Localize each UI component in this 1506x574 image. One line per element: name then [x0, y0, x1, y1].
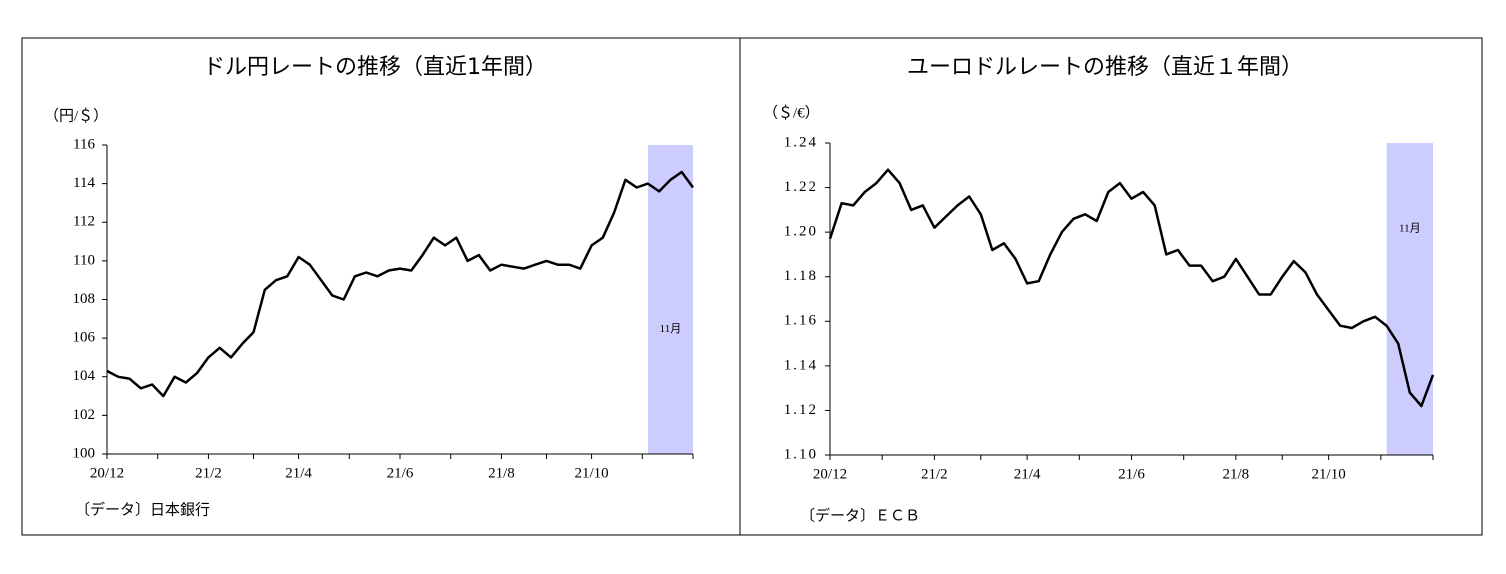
- source-note: 〔データ〕ＥＣＢ: [800, 506, 920, 524]
- y-axis-label: （円/＄）: [44, 107, 108, 124]
- x-tick-label: 21/2: [195, 465, 222, 481]
- x-tick-label: 21/2: [921, 466, 948, 482]
- chart-title: ユーロドルレートの推移（直近１年間）: [907, 55, 1303, 80]
- y-tick-label: 104: [73, 368, 96, 384]
- x-tick-label: 21/8: [488, 465, 515, 481]
- y-tick-label: 110: [73, 252, 95, 268]
- highlight-band: [647, 145, 693, 454]
- y-tick-label: 100: [73, 445, 96, 461]
- y-tick-label: 114: [73, 175, 95, 191]
- y-tick-label: 1.16: [784, 313, 818, 329]
- x-tick-label: 20/12: [90, 465, 124, 481]
- y-tick-label: 1.12: [784, 402, 818, 418]
- x-tick-label: 20/12: [813, 466, 847, 482]
- highlight-label: 11月: [1399, 223, 1421, 235]
- highlight-band: [1386, 143, 1433, 455]
- x-tick-label: 21/4: [1014, 466, 1041, 482]
- highlight-label: 11月: [660, 323, 682, 335]
- y-tick-label: 1.18: [784, 268, 818, 284]
- y-tick-label: 1.14: [784, 357, 818, 373]
- x-tick-label: 21/4: [285, 465, 312, 481]
- y-tick-label: 116: [73, 136, 95, 152]
- y-tick-label: 108: [73, 291, 96, 307]
- y-axis-label: （＄/€）: [763, 104, 820, 121]
- x-tick-label: 21/6: [387, 465, 414, 481]
- frame: [21, 37, 1483, 536]
- x-tick-label: 21/10: [574, 465, 608, 481]
- y-tick-label: 106: [73, 330, 96, 346]
- x-tick-label: 21/8: [1223, 466, 1250, 482]
- y-tick-label: 1.10: [784, 446, 818, 462]
- y-tick-label: 1.24: [784, 134, 818, 150]
- x-tick-label: 21/10: [1312, 466, 1346, 482]
- chart-title: ドル円レートの推移（直近1年間）: [203, 55, 547, 80]
- y-tick-label: 112: [73, 214, 95, 230]
- series-line: [106, 170, 695, 398]
- series-line: [828, 168, 1435, 408]
- x-tick-label: 21/6: [1118, 466, 1145, 482]
- y-tick-label: 1.22: [784, 179, 818, 195]
- source-note: 〔データ〕日本銀行: [75, 500, 210, 518]
- y-tick-label: 102: [73, 407, 96, 423]
- y-tick-label: 1.20: [784, 224, 818, 240]
